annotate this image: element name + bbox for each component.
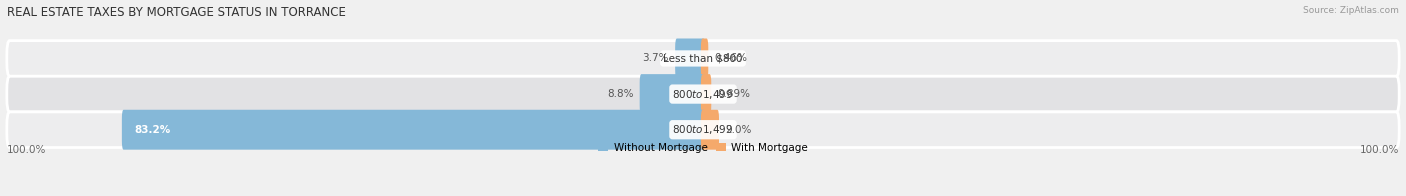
- FancyBboxPatch shape: [702, 38, 709, 78]
- Text: $800 to $1,499: $800 to $1,499: [672, 123, 734, 136]
- FancyBboxPatch shape: [122, 110, 704, 150]
- Text: 2.0%: 2.0%: [725, 125, 752, 135]
- FancyBboxPatch shape: [7, 41, 1399, 76]
- Text: Source: ZipAtlas.com: Source: ZipAtlas.com: [1303, 6, 1399, 15]
- Text: 8.8%: 8.8%: [607, 89, 633, 99]
- FancyBboxPatch shape: [702, 74, 711, 114]
- Text: REAL ESTATE TAXES BY MORTGAGE STATUS IN TORRANCE: REAL ESTATE TAXES BY MORTGAGE STATUS IN …: [7, 6, 346, 19]
- Text: 100.0%: 100.0%: [7, 145, 46, 155]
- FancyBboxPatch shape: [640, 74, 704, 114]
- Legend: Without Mortgage, With Mortgage: Without Mortgage, With Mortgage: [593, 139, 813, 157]
- Text: $800 to $1,499: $800 to $1,499: [672, 88, 734, 101]
- Text: 3.7%: 3.7%: [643, 54, 669, 64]
- FancyBboxPatch shape: [702, 110, 718, 150]
- Text: 0.89%: 0.89%: [717, 89, 751, 99]
- Text: 100.0%: 100.0%: [1360, 145, 1399, 155]
- FancyBboxPatch shape: [7, 112, 1399, 148]
- Text: 83.2%: 83.2%: [135, 125, 170, 135]
- FancyBboxPatch shape: [675, 38, 704, 78]
- Text: 0.46%: 0.46%: [714, 54, 748, 64]
- FancyBboxPatch shape: [7, 76, 1399, 112]
- Text: Less than $800: Less than $800: [664, 54, 742, 64]
